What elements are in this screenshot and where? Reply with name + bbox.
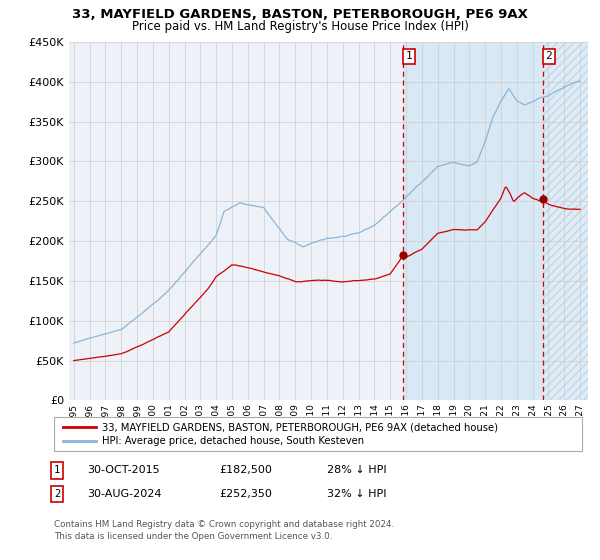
Text: 33, MAYFIELD GARDENS, BASTON, PETERBOROUGH, PE6 9AX: 33, MAYFIELD GARDENS, BASTON, PETERBOROU…	[72, 8, 528, 21]
Text: Contains HM Land Registry data © Crown copyright and database right 2024.
This d: Contains HM Land Registry data © Crown c…	[54, 520, 394, 541]
Text: 33, MAYFIELD GARDENS, BASTON, PETERBOROUGH, PE6 9AX (detached house): 33, MAYFIELD GARDENS, BASTON, PETERBOROU…	[102, 422, 498, 432]
Text: 30-AUG-2024: 30-AUG-2024	[87, 489, 161, 499]
Text: £252,350: £252,350	[219, 489, 272, 499]
Bar	[543, 42, 596, 400]
Text: 2: 2	[545, 52, 553, 62]
Text: £182,500: £182,500	[219, 465, 272, 475]
Text: Price paid vs. HM Land Registry's House Price Index (HPI): Price paid vs. HM Land Registry's House …	[131, 20, 469, 32]
Text: 32% ↓ HPI: 32% ↓ HPI	[327, 489, 386, 499]
Text: HPI: Average price, detached house, South Kesteven: HPI: Average price, detached house, Sout…	[102, 436, 364, 446]
Text: 1: 1	[406, 52, 412, 62]
Text: 2: 2	[54, 489, 60, 499]
Text: 1: 1	[54, 465, 60, 475]
Text: 28% ↓ HPI: 28% ↓ HPI	[327, 465, 386, 475]
Bar	[403, 42, 543, 400]
Text: 30-OCT-2015: 30-OCT-2015	[87, 465, 160, 475]
